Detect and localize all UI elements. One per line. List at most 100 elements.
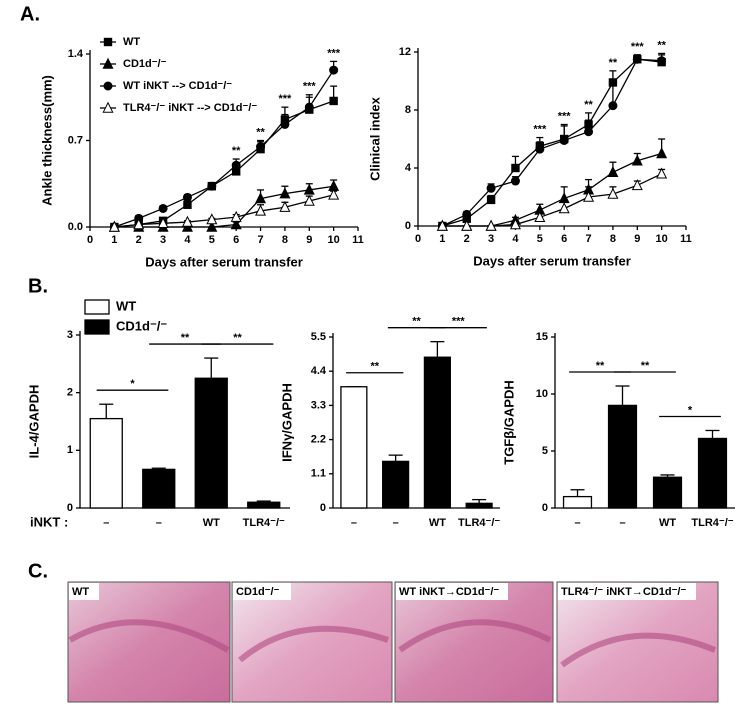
series-line: [442, 152, 662, 227]
marker: [303, 183, 315, 195]
bar: [607, 404, 638, 509]
x-tick-label: 0: [415, 233, 421, 245]
marker: [657, 56, 667, 66]
y-tick-label: 0.0: [68, 221, 83, 233]
series-line: [114, 185, 334, 228]
y-tick-label: 1.1: [311, 468, 326, 480]
bar: [652, 476, 683, 509]
significance: **: [412, 316, 421, 328]
significance: *: [130, 378, 135, 390]
label-box: [396, 583, 508, 600]
bar: [340, 386, 368, 509]
marker: [607, 166, 619, 178]
y-tick-label: 0.7: [68, 134, 83, 146]
marker: [206, 213, 218, 225]
marker: [133, 218, 145, 230]
bar: [194, 377, 228, 509]
series-line: [114, 69, 335, 228]
histology-image: [394, 581, 554, 703]
y-tick-label: 1: [67, 444, 73, 456]
x-tick-label: –: [574, 517, 580, 529]
y-tick-label: 2.2: [311, 434, 326, 446]
y-tick-label: 3: [67, 329, 73, 341]
histology-images: WT CD1d⁻/⁻ WT iNKT→CD1d⁻/⁻ TLR4⁻/⁻ iNKT→…: [67, 581, 719, 703]
marker: [255, 204, 267, 216]
label-box: [69, 583, 99, 600]
marker: [328, 188, 340, 200]
x-tick-label: WT: [659, 517, 676, 529]
x-tick-label: 11: [680, 233, 692, 245]
y-tick-label: 15: [536, 331, 548, 343]
y-tick-label: 10: [536, 388, 548, 400]
x-tick-label: –: [393, 517, 399, 529]
significance: *: [688, 404, 693, 416]
marker: [584, 127, 594, 137]
significance: **: [233, 332, 242, 344]
x-tick-label: 10: [656, 233, 668, 245]
marker: [279, 200, 291, 212]
histology-image: [231, 581, 393, 703]
significance: ***: [533, 123, 547, 135]
y-tick-label: 8: [405, 104, 411, 116]
marker: [230, 218, 242, 230]
significance: ***: [303, 81, 317, 93]
x-tick-label: –: [351, 517, 357, 529]
x-tick-label: WT: [429, 517, 446, 529]
legend-label: WT: [116, 298, 136, 313]
legend-label: CD1d⁻/⁻: [123, 58, 167, 70]
marker: [108, 220, 120, 232]
marker: [558, 202, 570, 214]
x-tick-label: 7: [257, 234, 263, 246]
panel-label: A.: [20, 3, 40, 25]
marker: [485, 219, 497, 231]
row-label: iNKT :: [30, 514, 68, 529]
x-tick-label: 11: [352, 234, 364, 246]
x-tick-label: WT: [203, 517, 220, 529]
x-tick-label: 8: [610, 233, 616, 245]
x-tick-label: –: [156, 517, 162, 529]
marker: [510, 176, 520, 186]
x-tick-label: TLR4⁻/⁻: [243, 517, 285, 529]
significance: **: [641, 360, 650, 372]
y-tick-label: 0: [405, 220, 411, 232]
y-axis-title: IFNγ/GAPDH: [279, 383, 294, 462]
marker: [656, 167, 668, 179]
marker: [158, 203, 168, 213]
marker: [607, 187, 619, 199]
marker: [631, 154, 643, 166]
y-tick-label: 12: [399, 46, 411, 58]
x-tick-label: 1: [111, 234, 117, 246]
marker: [103, 81, 113, 91]
x-tick-label: 4: [512, 233, 519, 245]
x-tick-label: –: [103, 517, 109, 529]
bar: [247, 501, 281, 509]
histology-label: CD1d⁻/⁻: [236, 586, 280, 598]
series-line: [442, 58, 662, 227]
marker: [486, 195, 496, 205]
tissue-shape: [68, 619, 717, 668]
marker: [230, 210, 242, 222]
y-tick-label: 1.4: [68, 48, 84, 60]
y-axis-title: TGFβ/GAPDH: [501, 380, 516, 465]
significance: **: [584, 99, 593, 111]
bar: [697, 437, 728, 509]
marker: [181, 215, 193, 227]
marker: [231, 160, 241, 170]
bar: [142, 468, 176, 509]
significance: **: [596, 360, 605, 372]
series-line: [442, 173, 662, 227]
marker: [207, 181, 217, 191]
marker: [583, 190, 595, 202]
y-tick-label: 0: [542, 502, 548, 514]
x-tick-label: 2: [136, 234, 142, 246]
bar: [423, 356, 451, 509]
marker: [329, 65, 339, 75]
x-tick-label: 2: [464, 233, 470, 245]
marker: [608, 78, 618, 87]
marker: [656, 147, 668, 159]
marker: [535, 144, 545, 154]
significance: **: [370, 361, 379, 373]
marker: [304, 102, 314, 112]
marker: [632, 54, 642, 64]
